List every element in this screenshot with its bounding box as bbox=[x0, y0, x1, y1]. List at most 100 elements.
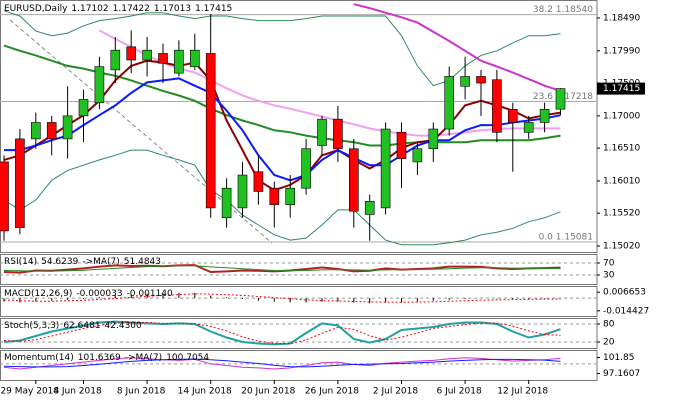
candle-body bbox=[396, 132, 407, 159]
x-tick-label: 4 Jun 2018 bbox=[53, 387, 102, 397]
x-tick-label: 14 Jun 2018 bbox=[178, 387, 232, 397]
fib-label: 38.2 1.18540 bbox=[533, 5, 593, 15]
x-tick-label: 8 Jun 2018 bbox=[117, 387, 166, 397]
header-part: 100.7054 bbox=[166, 353, 209, 363]
candle-body bbox=[333, 118, 343, 150]
header-part: RSI(14) bbox=[4, 257, 37, 267]
price-box bbox=[597, 82, 645, 95]
panel-header: Stoch(5,3,3) 62.6481 42.4300 bbox=[4, 321, 142, 331]
y-tick-label: 1.17000 bbox=[603, 111, 640, 121]
panel-frame bbox=[0, 254, 598, 285]
candle-body bbox=[94, 66, 105, 104]
candle-body bbox=[285, 187, 296, 205]
candle-body bbox=[110, 49, 121, 71]
header-part: MACD(12,26,9) bbox=[4, 289, 72, 299]
candle-body bbox=[317, 118, 327, 146]
header-part: 1.17013 bbox=[154, 4, 191, 14]
x-tick-label: 6 Jul 2018 bbox=[436, 387, 481, 397]
x-tick-label: 2 Jul 2018 bbox=[373, 387, 418, 397]
candle-body bbox=[62, 115, 73, 140]
panel-header: MACD(12,26,9) -0.000033 -0.001140 bbox=[4, 289, 173, 299]
panel-header: RSI(14) 54.6239 ->MA(7) 51.4843 bbox=[4, 257, 161, 267]
moving-average bbox=[3, 59, 561, 192]
candle-body bbox=[444, 76, 455, 130]
candle-body bbox=[46, 122, 57, 140]
y-tick-label: 101.85 bbox=[603, 353, 635, 363]
candle-body bbox=[205, 53, 216, 209]
x-tick-label: 26 Jun 2018 bbox=[305, 387, 359, 397]
candle-body bbox=[174, 49, 184, 74]
y-tick-label: 20 bbox=[603, 338, 615, 348]
candle-body bbox=[492, 79, 502, 133]
candle-body bbox=[348, 148, 359, 212]
x-tick-label: 29 May 2018 bbox=[0, 387, 59, 397]
panel-frame bbox=[0, 0, 598, 253]
y-tick-label: 1.15520 bbox=[603, 209, 640, 219]
indicator-line bbox=[3, 265, 561, 272]
x-tick-label: 12 Jul 2018 bbox=[497, 387, 548, 397]
candle-body bbox=[364, 201, 375, 215]
moving-average bbox=[353, 3, 561, 92]
fib-label: 0.0 1.15081 bbox=[539, 233, 593, 243]
y-tick-label: 1.15020 bbox=[603, 242, 640, 252]
candle-body bbox=[0, 161, 9, 232]
y-tick-label: 70 bbox=[603, 259, 615, 269]
candle-body bbox=[539, 109, 550, 123]
candle-body bbox=[30, 122, 41, 140]
y-tick-label: 1.17990 bbox=[603, 46, 640, 56]
x-tick-label: 20 Jun 2018 bbox=[241, 387, 295, 397]
header-part: -0.001140 bbox=[127, 289, 173, 299]
y-tick-label: 97.1607 bbox=[603, 369, 640, 379]
header-part: ->MA(7) bbox=[125, 353, 162, 363]
y-tick-label: 30 bbox=[603, 271, 615, 281]
header-part: EURUSD,Daily bbox=[4, 4, 68, 14]
indicator-line bbox=[3, 358, 561, 368]
header-part: 101.6369 bbox=[78, 353, 121, 363]
header-part: 54.6239 bbox=[41, 257, 78, 267]
y-tick-label: -0.014427 bbox=[603, 306, 649, 316]
y-tick-label: 1.16010 bbox=[603, 176, 640, 186]
indicator-line bbox=[3, 357, 561, 370]
candle-body bbox=[507, 109, 518, 123]
candle-body bbox=[221, 187, 232, 219]
candle-body bbox=[428, 128, 439, 150]
candle-body bbox=[460, 76, 470, 87]
candle-body bbox=[126, 46, 136, 61]
candle-body bbox=[158, 53, 168, 64]
candle-body bbox=[412, 148, 423, 163]
header-part: 42.4300 bbox=[105, 321, 142, 331]
candle-body bbox=[523, 122, 534, 133]
candle-body bbox=[555, 88, 566, 110]
header-part: Momentum(14) bbox=[4, 353, 74, 363]
candle-body bbox=[78, 99, 89, 117]
header-part: 1.17422 bbox=[113, 4, 150, 14]
candle-body bbox=[237, 174, 248, 209]
indicator-line bbox=[3, 293, 561, 303]
candle-body bbox=[476, 76, 486, 84]
candle-body bbox=[380, 128, 391, 209]
y-tick-label: 1.16510 bbox=[603, 144, 640, 154]
candle-body bbox=[301, 148, 311, 189]
header-part: Stoch(5,3,3) bbox=[4, 321, 59, 331]
panel-header: Momentum(14) 101.6369 ->MA(7) 100.7054 bbox=[4, 353, 209, 363]
header-part: 51.4843 bbox=[124, 257, 161, 267]
candle-body bbox=[15, 138, 25, 228]
moving-average bbox=[4, 77, 561, 182]
fib-trend-line bbox=[9, 19, 273, 244]
y-tick-label: 1.18490 bbox=[603, 13, 640, 23]
price-label: 1.17415 bbox=[603, 84, 640, 94]
candle-body bbox=[253, 171, 264, 192]
moving-average bbox=[3, 10, 561, 87]
panel-header: EURUSD,Daily 1.17102 1.17422 1.17013 1.17415 bbox=[4, 4, 232, 14]
header-part: ->MA(7) bbox=[82, 257, 119, 267]
candle-body bbox=[142, 49, 152, 61]
panel-frame bbox=[0, 318, 598, 349]
header-part: 62.6481 bbox=[63, 321, 100, 331]
y-tick-label: 0.006653 bbox=[603, 288, 646, 298]
candle-body bbox=[190, 49, 200, 67]
panel-frame bbox=[0, 286, 598, 317]
candle-body bbox=[269, 187, 280, 205]
header-part: 1.17102 bbox=[71, 4, 108, 14]
moving-average bbox=[3, 149, 561, 246]
header-part: 1.17415 bbox=[195, 4, 232, 14]
